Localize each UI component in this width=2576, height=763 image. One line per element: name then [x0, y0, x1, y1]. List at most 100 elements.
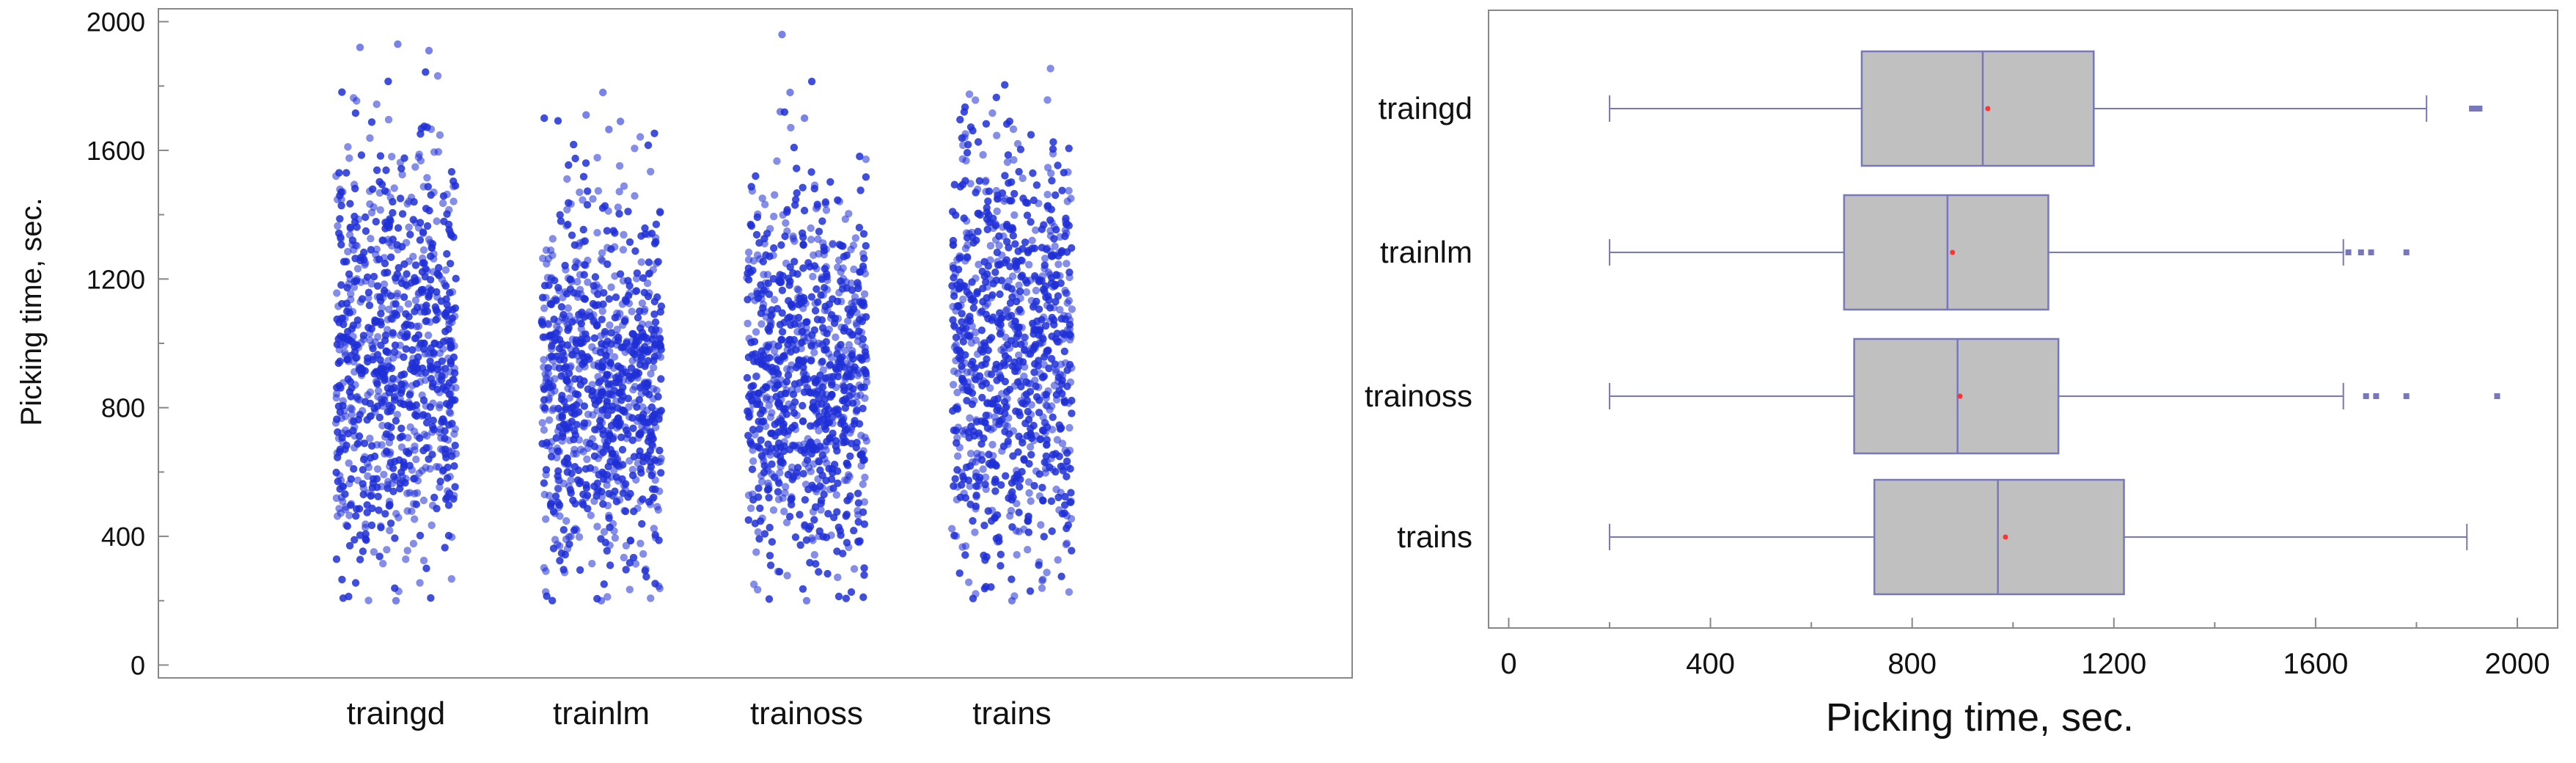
iqr-box — [1873, 478, 2125, 596]
x-axis: 0 400 800 1200 1600 2000 — [1500, 618, 2550, 680]
scatter-point — [548, 438, 556, 446]
scatter-point — [792, 363, 801, 372]
scatter-point — [403, 270, 411, 278]
scatter-point — [563, 468, 571, 476]
scatter-point — [986, 384, 994, 393]
scatter-point — [421, 350, 429, 358]
box-trains — [1609, 478, 2468, 596]
scatter-point — [953, 466, 961, 474]
scatter-point — [958, 155, 966, 163]
x-tick-label: 800 — [1887, 648, 1937, 680]
scatter-point — [1001, 172, 1009, 180]
scatter-point — [547, 345, 556, 353]
box-plot-chart: 0 400 800 1200 1600 2000 traingdtrainlmtraino… — [1365, 10, 2558, 740]
scatter-point — [378, 180, 386, 189]
scatter-point — [557, 549, 566, 558]
scatter-point — [449, 376, 457, 384]
scatter-point — [653, 259, 661, 268]
scatter-point — [641, 230, 650, 238]
scatter-point — [771, 191, 779, 199]
scatter-point — [769, 506, 778, 514]
scatter-point — [556, 557, 564, 565]
scatter-point — [1065, 145, 1073, 153]
scatter-point — [1006, 299, 1015, 307]
scatter-point — [445, 421, 453, 429]
scatter-point — [543, 592, 551, 600]
scatter-point — [1008, 197, 1016, 205]
scatter-point — [347, 351, 356, 359]
scatter-point — [335, 505, 343, 513]
scatter-point — [575, 533, 584, 541]
scatter-point — [587, 511, 595, 519]
scatter-point — [832, 491, 841, 499]
mean-marker — [1985, 106, 1991, 112]
scatter-point — [1051, 360, 1059, 368]
scatter-point — [847, 588, 856, 596]
scatter-point — [348, 337, 356, 346]
scatter-point — [644, 451, 652, 459]
scatter-point — [563, 205, 571, 213]
scatter-point — [766, 561, 775, 569]
scatter-point — [357, 364, 365, 373]
scatter-point — [364, 463, 373, 472]
scatter-point — [558, 412, 566, 420]
scatter-point — [791, 533, 800, 541]
scatter-point — [952, 426, 961, 435]
scatter-point — [597, 413, 606, 421]
scatter-point — [451, 304, 460, 313]
scatter-point — [984, 507, 992, 515]
scatter-point — [1035, 338, 1044, 347]
scatter-point — [859, 593, 867, 602]
scatter-point — [1060, 169, 1068, 177]
scatter-point — [780, 507, 788, 516]
scatter-point — [572, 258, 580, 266]
scatter-point — [1006, 263, 1014, 271]
scatter-point — [428, 244, 436, 252]
scatter-point — [579, 172, 588, 180]
scatter-point — [1061, 286, 1069, 295]
scatter-point — [856, 268, 865, 276]
scatter-point — [631, 560, 640, 568]
scatter-point — [813, 315, 822, 324]
scatter-point — [1036, 324, 1045, 332]
scatter-point — [630, 453, 639, 461]
scatter-point — [860, 290, 869, 298]
scatter-point — [576, 566, 584, 574]
scatter-point — [826, 178, 834, 186]
y-tick-label: 0 — [131, 650, 145, 680]
scatter-point — [442, 312, 450, 321]
scatter-point — [441, 365, 449, 373]
scatter-point — [353, 505, 361, 513]
scatter-point — [419, 246, 428, 254]
scatter-point — [800, 206, 809, 215]
scatter-point — [1064, 312, 1072, 321]
scatter-point — [829, 239, 837, 248]
scatter-point — [781, 390, 790, 398]
scatter-point — [765, 401, 774, 409]
scatter-point — [418, 412, 426, 420]
scatter-point — [373, 380, 381, 388]
scatter-point — [948, 208, 957, 216]
scatter-point — [379, 560, 387, 568]
scatter-point — [348, 410, 356, 419]
scatter-point — [1008, 479, 1016, 487]
scatter-point — [961, 351, 969, 359]
scatter-point — [392, 300, 400, 308]
scatter-point — [609, 433, 617, 441]
scatter-point — [603, 260, 612, 269]
scatter-point — [402, 310, 410, 318]
scatter-point — [995, 241, 1003, 249]
scatter-point — [789, 390, 798, 398]
scatter-point — [1056, 425, 1065, 433]
scatter-point — [1063, 219, 1071, 227]
scatter-point — [847, 279, 856, 288]
scatter-point — [809, 536, 817, 544]
box-trainlm — [1609, 194, 2410, 311]
scatter-point — [839, 396, 847, 405]
scatter-point — [440, 280, 449, 288]
scatter-point — [1015, 167, 1023, 176]
scatter-point — [356, 43, 364, 51]
scatter-point — [1020, 456, 1029, 464]
scatter-point — [773, 157, 781, 165]
scatter-point — [842, 594, 851, 602]
